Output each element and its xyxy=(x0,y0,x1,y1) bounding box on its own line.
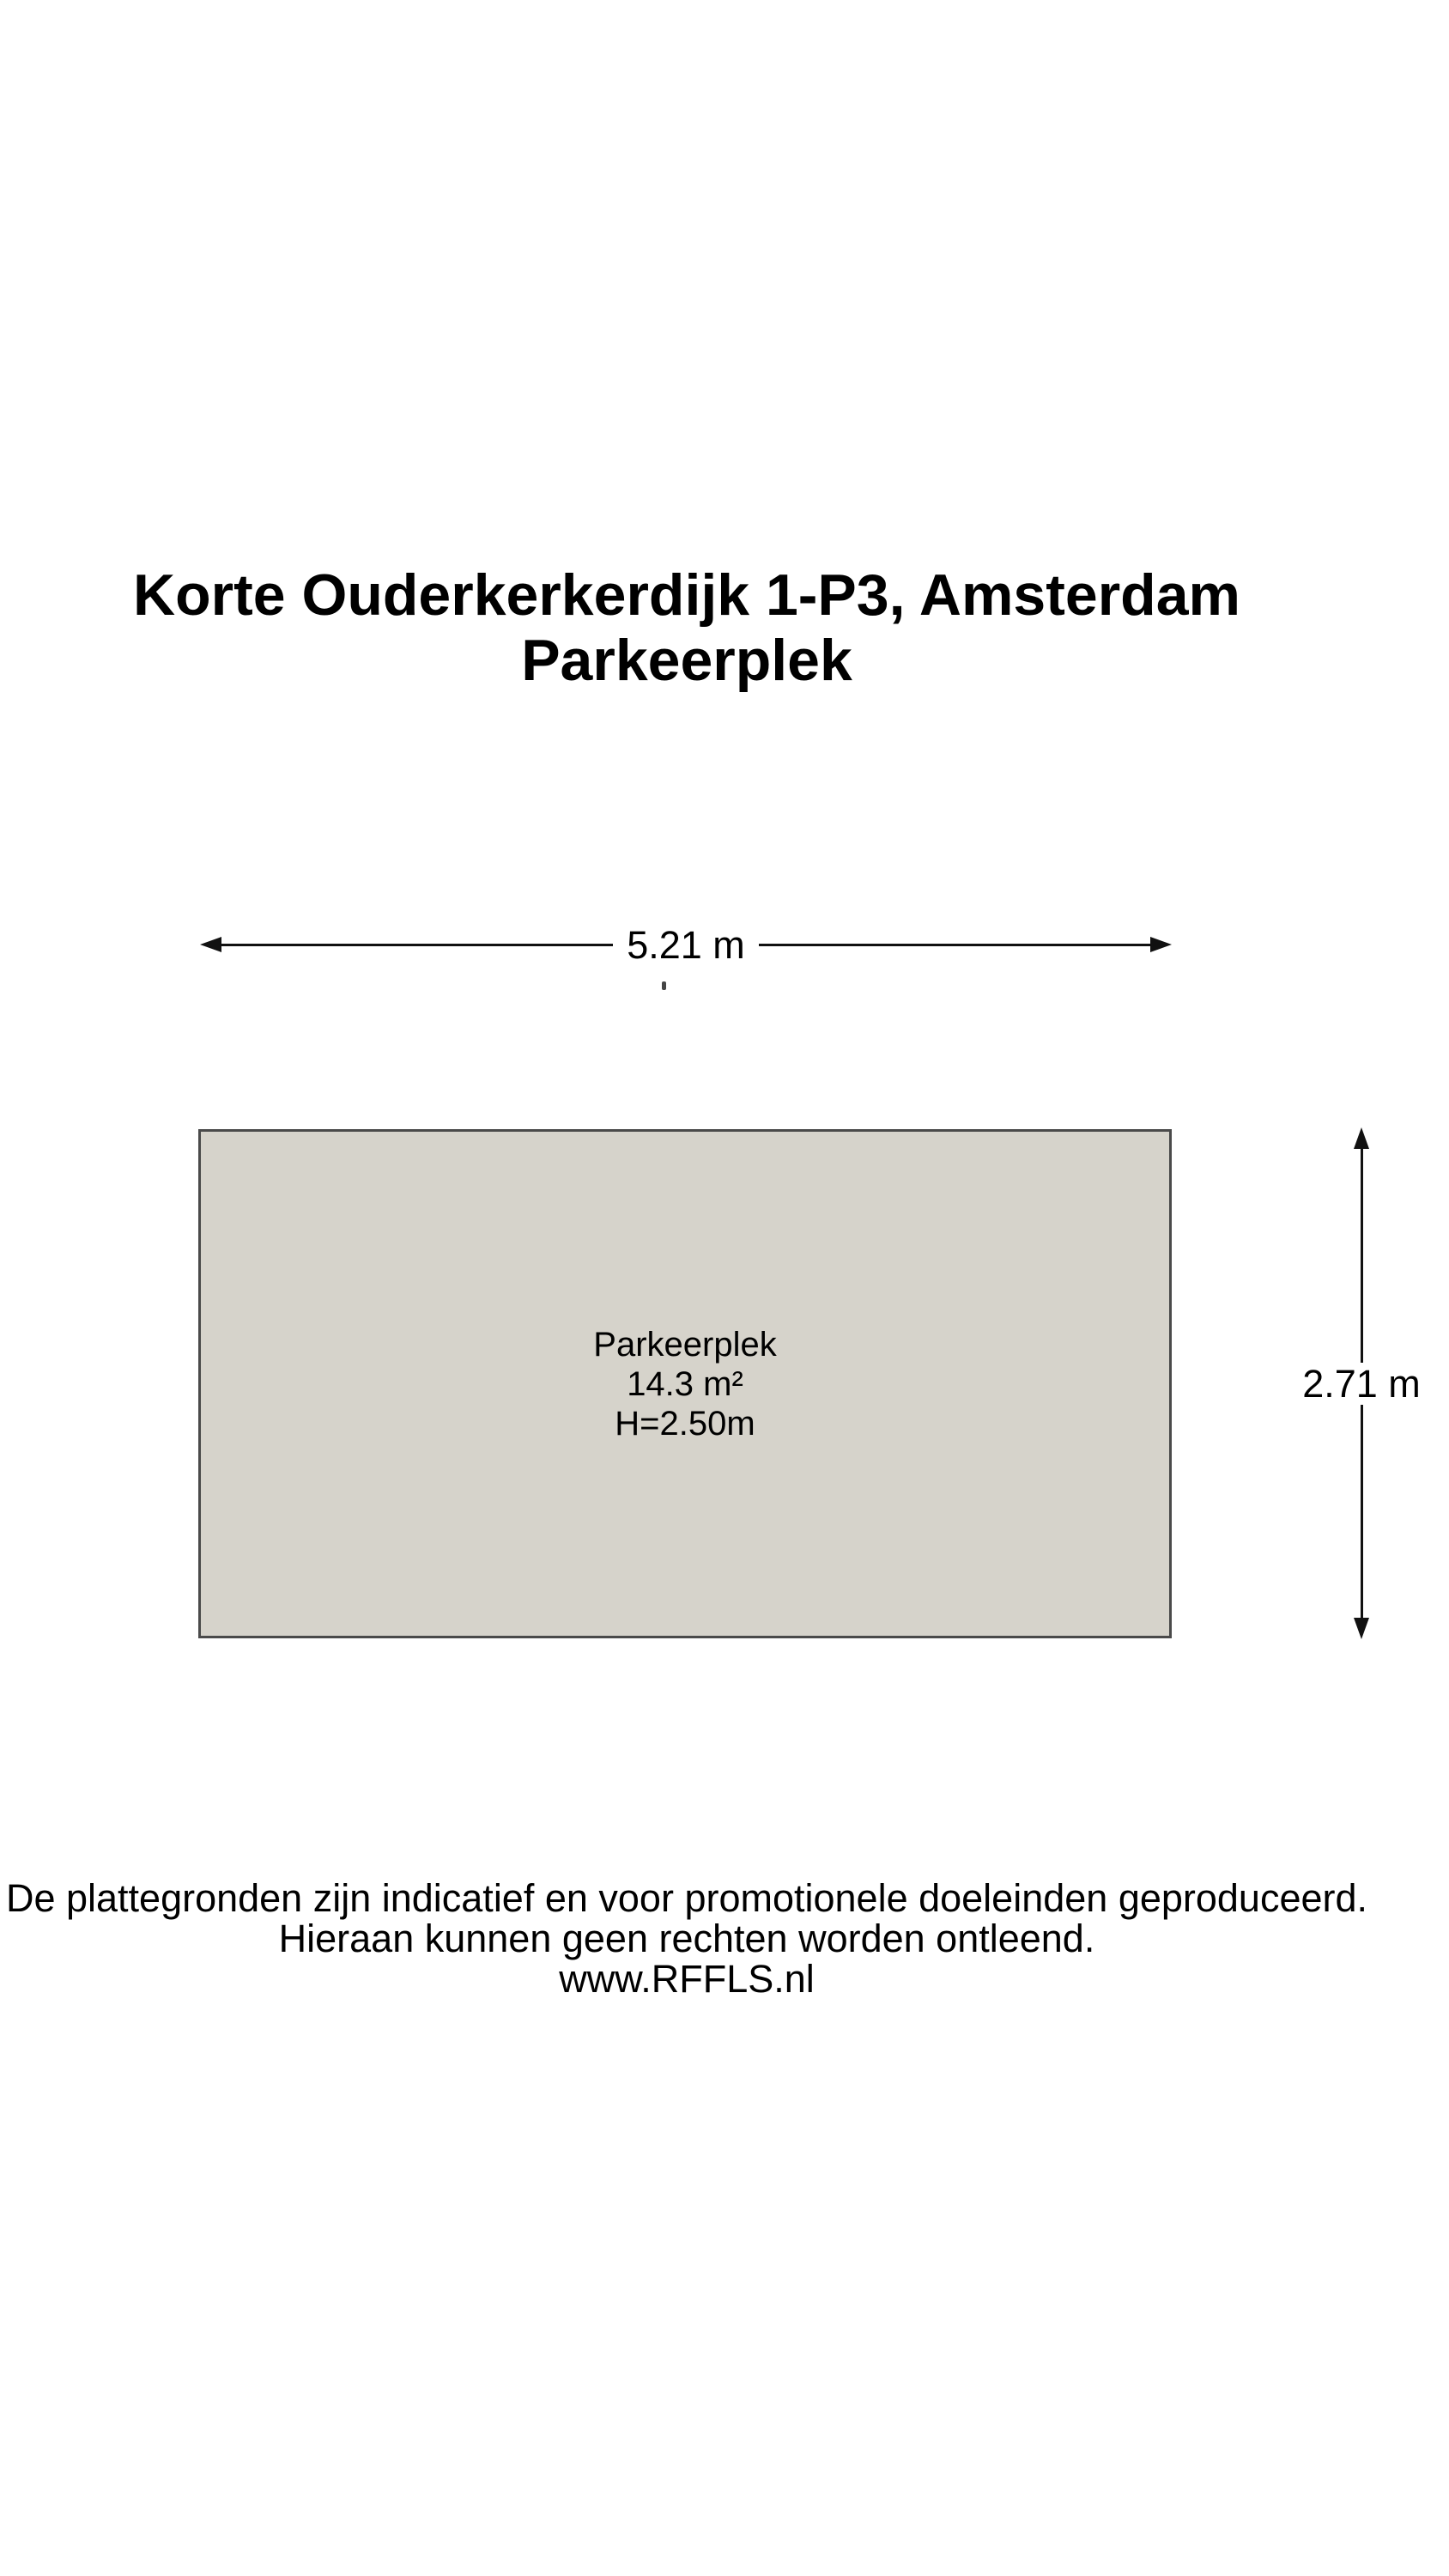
room-ceiling-height: H=2.50m xyxy=(615,1404,755,1443)
disclaimer-line-1: De plattegronden zijn indicatief en voor… xyxy=(5,1876,1368,1920)
dimension-line-right xyxy=(758,943,1151,946)
page-title-address: Korte Ouderkerkerdijk 1-P3, Amsterdam xyxy=(133,562,1240,628)
arrowhead-left-icon xyxy=(200,937,221,952)
width-dimension: 5.21 m xyxy=(200,924,1173,966)
width-dimension-label: 5.21 m xyxy=(627,922,745,967)
disclaimer: De plattegronden zijn indicatief en voor… xyxy=(0,1878,1373,1999)
page-title: Korte Ouderkerkerdijk 1-P3, Amsterdam Pa… xyxy=(0,562,1373,693)
disclaimer-line-2: Hieraan kunnen geen rechten worden ontle… xyxy=(278,1917,1095,1960)
stray-dot-mark xyxy=(662,981,666,990)
disclaimer-website: www.RFFLS.nl xyxy=(559,1957,815,2001)
room-area: 14.3 m² xyxy=(627,1364,743,1403)
dimension-line-top xyxy=(1360,1149,1363,1363)
room-label: Parkeerplek 14.3 m² H=2.50m xyxy=(593,1325,776,1443)
arrowhead-up-icon xyxy=(1354,1127,1369,1149)
arrowhead-down-icon xyxy=(1354,1618,1369,1639)
dimension-line-left xyxy=(221,943,614,946)
page-title-type: Parkeerplek xyxy=(521,628,852,693)
dimension-line-bottom xyxy=(1360,1404,1363,1618)
room-parkeerplek: Parkeerplek 14.3 m² H=2.50m xyxy=(198,1129,1172,1638)
arrowhead-right-icon xyxy=(1150,937,1173,952)
height-dimension: 2.71 m xyxy=(1302,1127,1421,1639)
height-dimension-label: 2.71 m xyxy=(1302,1361,1421,1406)
room-name: Parkeerplek xyxy=(593,1325,777,1364)
